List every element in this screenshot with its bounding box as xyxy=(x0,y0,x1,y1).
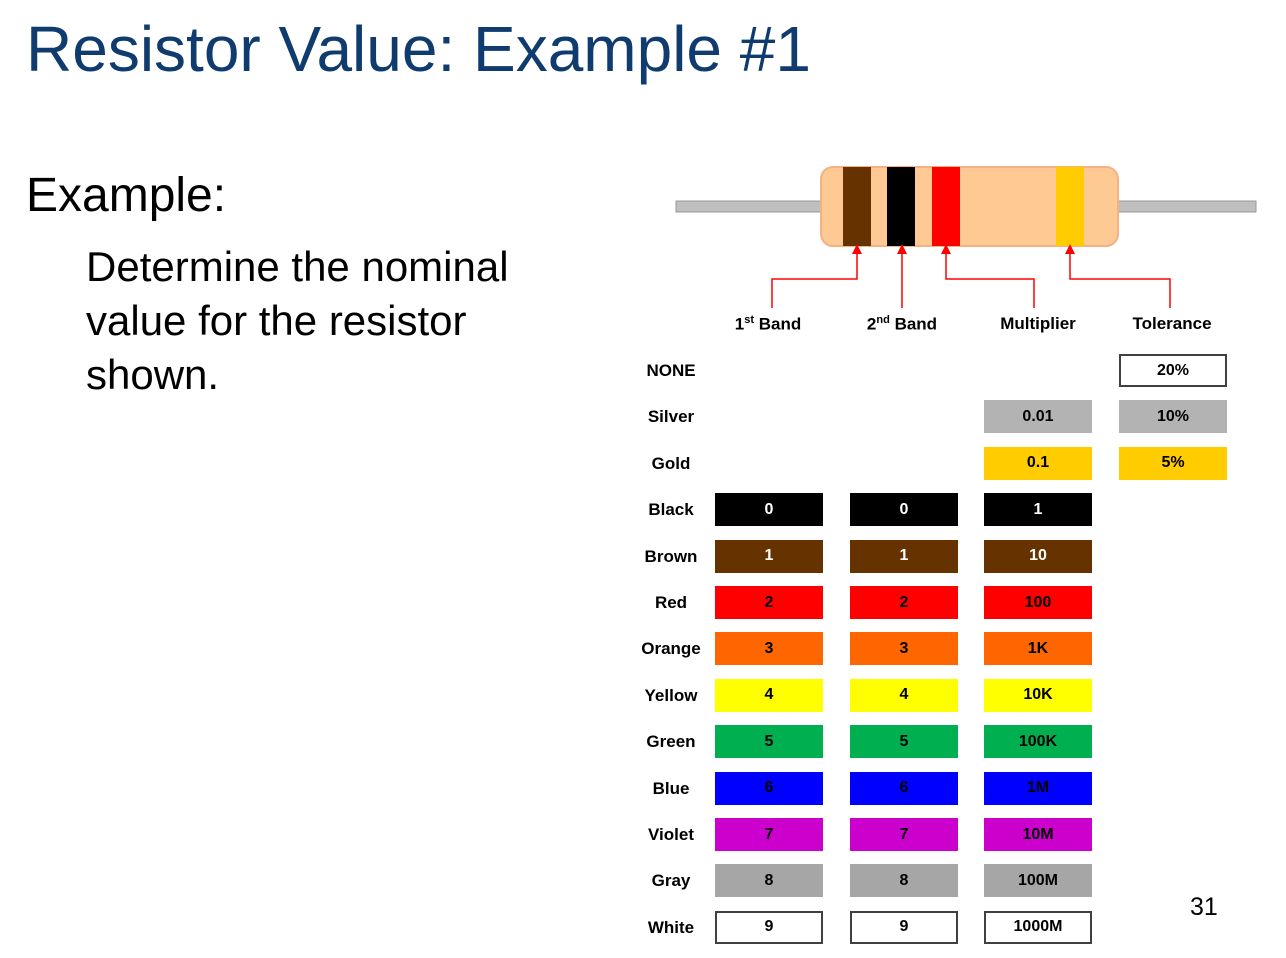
cell-yellow-band2: 4 xyxy=(850,678,958,712)
cell-orange-multiplier: 1K xyxy=(984,632,1092,666)
cell-blue-band2: 6 xyxy=(850,771,958,805)
cell-yellow-band1: 4 xyxy=(715,678,823,712)
row-label-yellow: Yellow xyxy=(644,685,698,705)
page-number: 31 xyxy=(1190,893,1218,921)
row-label-gold: Gold xyxy=(651,453,691,473)
cell-silver-tolerance: 10% xyxy=(1119,400,1227,434)
arrow-tolerance xyxy=(1065,244,1171,308)
cell-red-band1: 2 xyxy=(715,586,823,619)
cell-gray-multiplier: 100M xyxy=(984,864,1092,898)
row-label-orange: Orange xyxy=(641,639,701,659)
cell-orange-band2: 3 xyxy=(850,632,958,666)
cell-gold-multiplier: 0.1 xyxy=(984,446,1092,480)
cell-blue-multiplier: 1M xyxy=(984,771,1092,805)
resistor-diagram xyxy=(675,166,1257,308)
cell-violet-band2: 7 xyxy=(850,818,958,851)
row-label-blue: Blue xyxy=(652,778,690,798)
cell-orange-band1: 3 xyxy=(715,632,823,666)
cell-red-multiplier: 100 xyxy=(984,586,1092,619)
cell-white-band1: 9 xyxy=(715,910,823,944)
cell-blue-band1: 6 xyxy=(715,771,823,805)
cell-brown-band1: 1 xyxy=(715,539,823,573)
cell-gray-band2: 8 xyxy=(850,864,958,898)
cell-yellow-multiplier: 10K xyxy=(984,678,1092,712)
row-label-black: Black xyxy=(648,500,694,520)
cell-none-tolerance: 20% xyxy=(1119,354,1227,387)
cell-violet-multiplier: 10M xyxy=(984,818,1092,851)
row-label-violet: Violet xyxy=(648,825,694,844)
cell-green-band1: 5 xyxy=(715,725,823,759)
row-label-gray: Gray xyxy=(651,871,691,891)
arrow-multiplier xyxy=(941,244,1035,308)
header-multiplier: Multiplier xyxy=(1000,314,1076,333)
arrow-1st-band xyxy=(771,244,862,308)
row-label-none: NONE xyxy=(646,361,696,380)
cell-gold-tolerance: 5% xyxy=(1119,446,1227,480)
cell-red-band2: 2 xyxy=(850,586,958,619)
row-label-white: White xyxy=(647,917,695,937)
cell-brown-multiplier: 10 xyxy=(984,539,1092,573)
resistor-band-tolerance xyxy=(1056,167,1084,246)
header-2nd-band: 2nd Band xyxy=(866,314,938,334)
cell-black-band2: 0 xyxy=(850,493,958,527)
cell-green-multiplier: 100K xyxy=(984,725,1092,759)
resistor-band-1 xyxy=(843,167,871,246)
cell-gray-band1: 8 xyxy=(715,864,823,898)
cell-violet-band1: 7 xyxy=(715,818,823,851)
cell-black-multiplier: 1 xyxy=(984,493,1092,527)
resistor-band-multiplier xyxy=(932,167,960,246)
cell-green-band2: 5 xyxy=(850,725,958,759)
cell-brown-band2: 1 xyxy=(850,539,958,573)
slide-title: Resistor Value: Example #1 xyxy=(26,13,811,85)
cell-white-multiplier: 1000M xyxy=(984,910,1092,944)
example-label: Example: xyxy=(26,169,227,222)
cell-silver-multiplier: 0.01 xyxy=(984,400,1092,434)
header-1st-band: 1st Band xyxy=(734,314,802,334)
header-tolerance: Tolerance xyxy=(1132,314,1212,333)
row-label-silver: Silver xyxy=(647,407,695,427)
resistor-band-2 xyxy=(887,167,915,246)
example-instruction: Determine the nominal value for the resi… xyxy=(86,243,509,398)
row-label-green: Green xyxy=(646,732,696,752)
cell-white-band2: 9 xyxy=(850,910,958,944)
row-label-red: Red xyxy=(654,593,688,612)
cell-black-band1: 0 xyxy=(715,493,823,527)
row-label-brown: Brown xyxy=(644,546,698,566)
